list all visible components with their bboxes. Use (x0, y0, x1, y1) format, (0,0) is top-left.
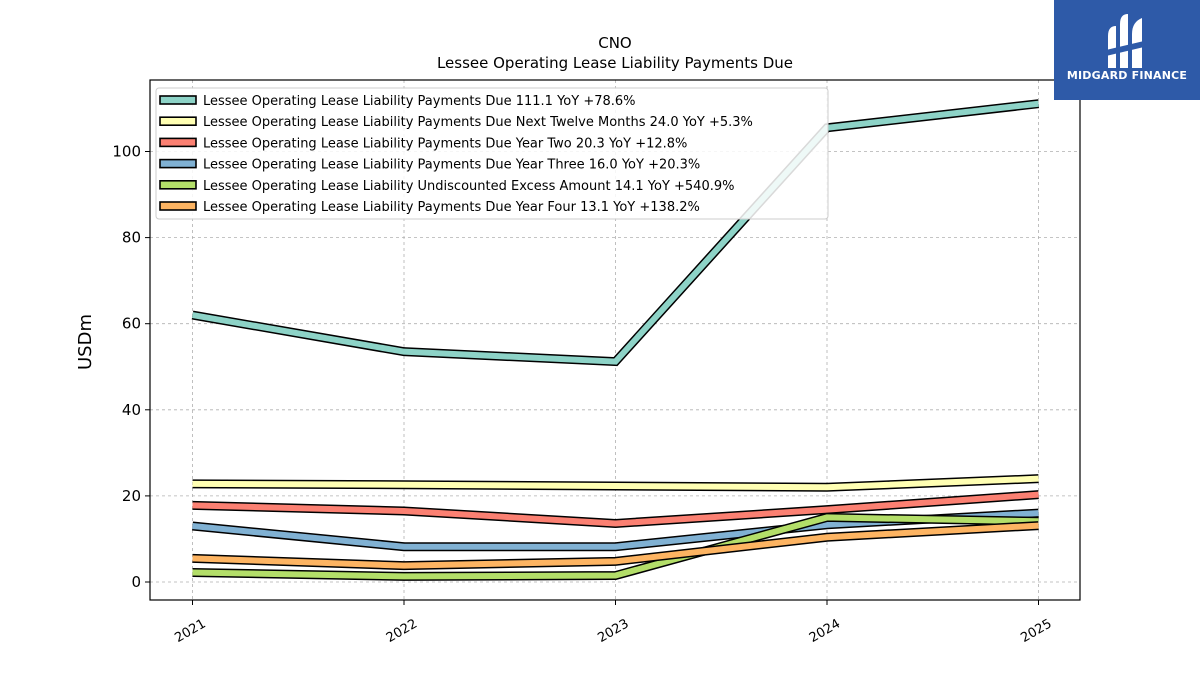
legend-label: Lessee Operating Lease Liability Undisco… (203, 179, 734, 194)
legend-swatch (159, 158, 197, 169)
series-line (192, 491, 1039, 527)
midgard-finance-logo: MIDGARD FINANCE (1054, 0, 1200, 100)
series-lines (191, 99, 1040, 581)
legend-swatch (159, 201, 197, 211)
chart-subtitle: Lessee Operating Lease Liability Payment… (437, 54, 793, 72)
legend-label: Lessee Operating Lease Liability Payment… (203, 94, 636, 109)
legend-swatch (159, 116, 197, 126)
chart-title: CNO (598, 34, 632, 52)
x-tick-label: 2025 (1018, 616, 1054, 646)
legend-label: Lessee Operating Lease Liability Payment… (203, 200, 700, 215)
x-tick-label: 2024 (807, 616, 843, 646)
series-line (192, 522, 1039, 569)
legend-box (155, 87, 829, 220)
y-tick-label: 60 (122, 315, 141, 333)
series-line (191, 100, 1039, 365)
y-tick-label: 100 (112, 143, 141, 161)
y-tick-label: 20 (122, 487, 141, 505)
y-axis-label: USDm (75, 314, 96, 370)
y-tick-label: 80 (122, 229, 141, 247)
logo-text: MIDGARD FINANCE (1066, 69, 1188, 82)
legend-label: Lessee Operating Lease Liability Payment… (203, 136, 687, 151)
x-tick-label: 2021 (172, 616, 208, 646)
legend-label: Lessee Operating Lease Liability Payment… (203, 158, 700, 173)
series-line (192, 475, 1039, 491)
legend-swatch (159, 137, 197, 148)
logo-mark-icon (1106, 14, 1148, 68)
y-tick-label: 0 (131, 573, 141, 591)
legend-swatch (159, 180, 197, 190)
legend: Lessee Operating Lease Liability Payment… (155, 87, 829, 220)
x-tick-label: 2023 (595, 616, 631, 646)
x-tick-label: 2022 (384, 616, 420, 646)
legend-swatch (159, 95, 197, 105)
series-line (192, 514, 1039, 580)
y-tick-label: 40 (122, 401, 141, 419)
legend-label: Lessee Operating Lease Liability Payment… (203, 115, 753, 130)
